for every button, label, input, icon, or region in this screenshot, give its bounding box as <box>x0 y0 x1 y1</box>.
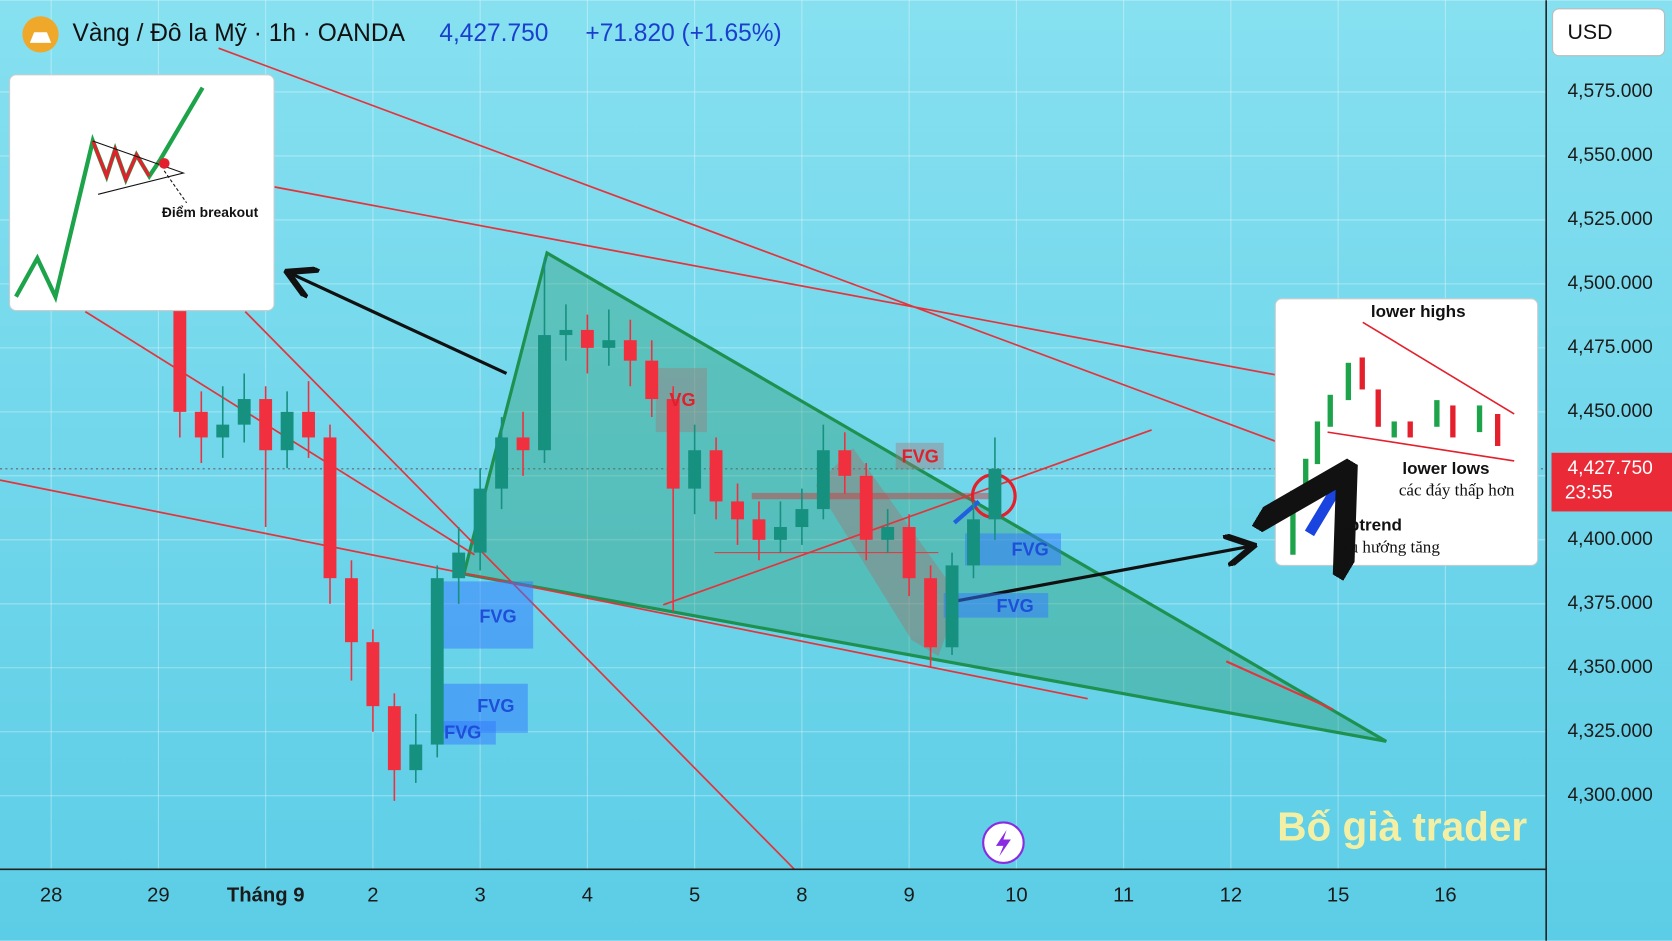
last-price-tag <box>1551 452 1672 512</box>
x-tick-label: 11 <box>1113 884 1134 906</box>
candle-body <box>259 399 273 451</box>
inset-label: uptrend <box>1339 515 1402 534</box>
y-tick-label: 4,525.000 <box>1567 209 1652 230</box>
candle-body <box>173 309 187 412</box>
y-tick-label: 4,475.000 <box>1567 337 1652 358</box>
price: 4,427.750 <box>439 20 548 47</box>
candle-body <box>302 411 315 438</box>
candle-body <box>859 475 873 540</box>
fvg-label: FVG <box>997 596 1034 616</box>
countdown: 23:55 <box>1565 482 1613 503</box>
candle-body <box>988 468 1002 520</box>
y-tick-label: 4,575.000 <box>1567 81 1652 102</box>
change: +71.820 (+1.65%) <box>585 20 781 47</box>
y-tick-label: 4,400.000 <box>1567 529 1652 550</box>
candle-body <box>945 565 959 648</box>
candle-body <box>924 578 938 648</box>
candle-body <box>752 519 766 540</box>
y-tick-label: 4,500.000 <box>1567 273 1652 294</box>
inset-label: các đáy thấp hơn <box>1399 481 1515 500</box>
y-tick-label: 4,350.000 <box>1567 657 1652 678</box>
inset-label: xu hướng tăng <box>1341 537 1440 556</box>
candle-body <box>795 509 809 528</box>
candle-body <box>580 329 594 348</box>
fvg-label: FVG <box>479 606 516 626</box>
candle-body <box>473 488 487 553</box>
x-tick-label: 8 <box>796 884 807 906</box>
candles <box>173 258 1002 801</box>
icon <box>995 829 1011 857</box>
candle-body <box>623 340 637 361</box>
candle-body <box>688 450 702 489</box>
candle-body <box>409 744 423 771</box>
x-tick-label: 4 <box>582 884 593 906</box>
inset-label: lower highs <box>1371 302 1466 321</box>
fvg-label: FVG <box>477 696 514 716</box>
inset-breakout: Điểm breakout <box>9 74 275 312</box>
x-tick-label: 15 <box>1327 884 1350 906</box>
candle-body <box>559 329 573 336</box>
x-tick-label: 3 <box>475 884 486 906</box>
currency: USD <box>1568 20 1613 44</box>
y-tick-label: 4,550.000 <box>1567 145 1652 166</box>
inset-pattern: lower highs lower lows các đáy thấp hơn … <box>1275 298 1539 566</box>
candle-body <box>194 411 208 438</box>
candle-body <box>430 578 444 745</box>
candle-body <box>838 450 852 476</box>
x-tick-label: 29 <box>147 884 170 906</box>
x-tick-label: 12 <box>1220 884 1243 906</box>
candle-body <box>645 360 659 400</box>
y-tick-label: 4,325.000 <box>1567 721 1652 742</box>
y-tick-label: 4,375.000 <box>1567 593 1652 614</box>
candle-body <box>666 399 680 489</box>
x-tick-label: 2 <box>367 884 378 906</box>
axes: 4,300.000 4,325.000 4,350.000 4,375.000 4,40… <box>40 81 1672 906</box>
fvg-label: FVG <box>444 723 481 743</box>
fvg-label: FVG <box>1011 539 1048 559</box>
candle-body <box>773 527 787 540</box>
symbol: Vàng / Đô la Mỹ · 1h · OANDA <box>73 20 406 47</box>
x-tick-label: 9 <box>903 884 914 906</box>
candle-body <box>816 450 830 510</box>
candle-body <box>967 519 980 566</box>
x-tick-label: 16 <box>1434 884 1457 906</box>
symbol-icon <box>29 32 52 43</box>
candle-body <box>902 527 916 579</box>
candle-body <box>731 501 744 520</box>
watermark: Bố già trader <box>1277 804 1527 850</box>
vg-label: VG <box>669 390 695 410</box>
candle-body <box>452 552 466 579</box>
candle-body <box>387 706 401 771</box>
candle-body <box>602 340 616 348</box>
x-tick-label: 10 <box>1005 884 1028 906</box>
y-tick-label: 4,300.000 <box>1567 785 1652 806</box>
x-tick-label: 28 <box>40 884 63 906</box>
candle-body <box>709 450 723 502</box>
fvg-label: FVG <box>902 446 939 466</box>
candle-body <box>345 578 358 643</box>
candle-body <box>237 399 251 425</box>
candle-body <box>280 411 294 451</box>
candle-body <box>495 437 509 489</box>
candle-body <box>366 642 380 707</box>
x-tick-label: Tháng 9 <box>227 884 305 906</box>
y-tick-label: 4,450.000 <box>1567 401 1652 422</box>
last-price-label: 4,427.750 <box>1567 458 1652 479</box>
candle-body <box>516 437 530 451</box>
inset-label: Điểm breakout <box>162 204 259 220</box>
drawings <box>0 47 1388 870</box>
candle-body <box>538 335 551 451</box>
inset-label: lower lows <box>1402 459 1489 478</box>
x-tick-label: 5 <box>689 884 700 906</box>
currency-button[interactable] <box>1552 8 1666 57</box>
candle-body <box>323 437 337 579</box>
annotations: FVG FVG FVG FVG FVG VG FVG <box>444 390 1049 743</box>
candle-body <box>881 527 895 540</box>
candle-body <box>216 424 230 438</box>
